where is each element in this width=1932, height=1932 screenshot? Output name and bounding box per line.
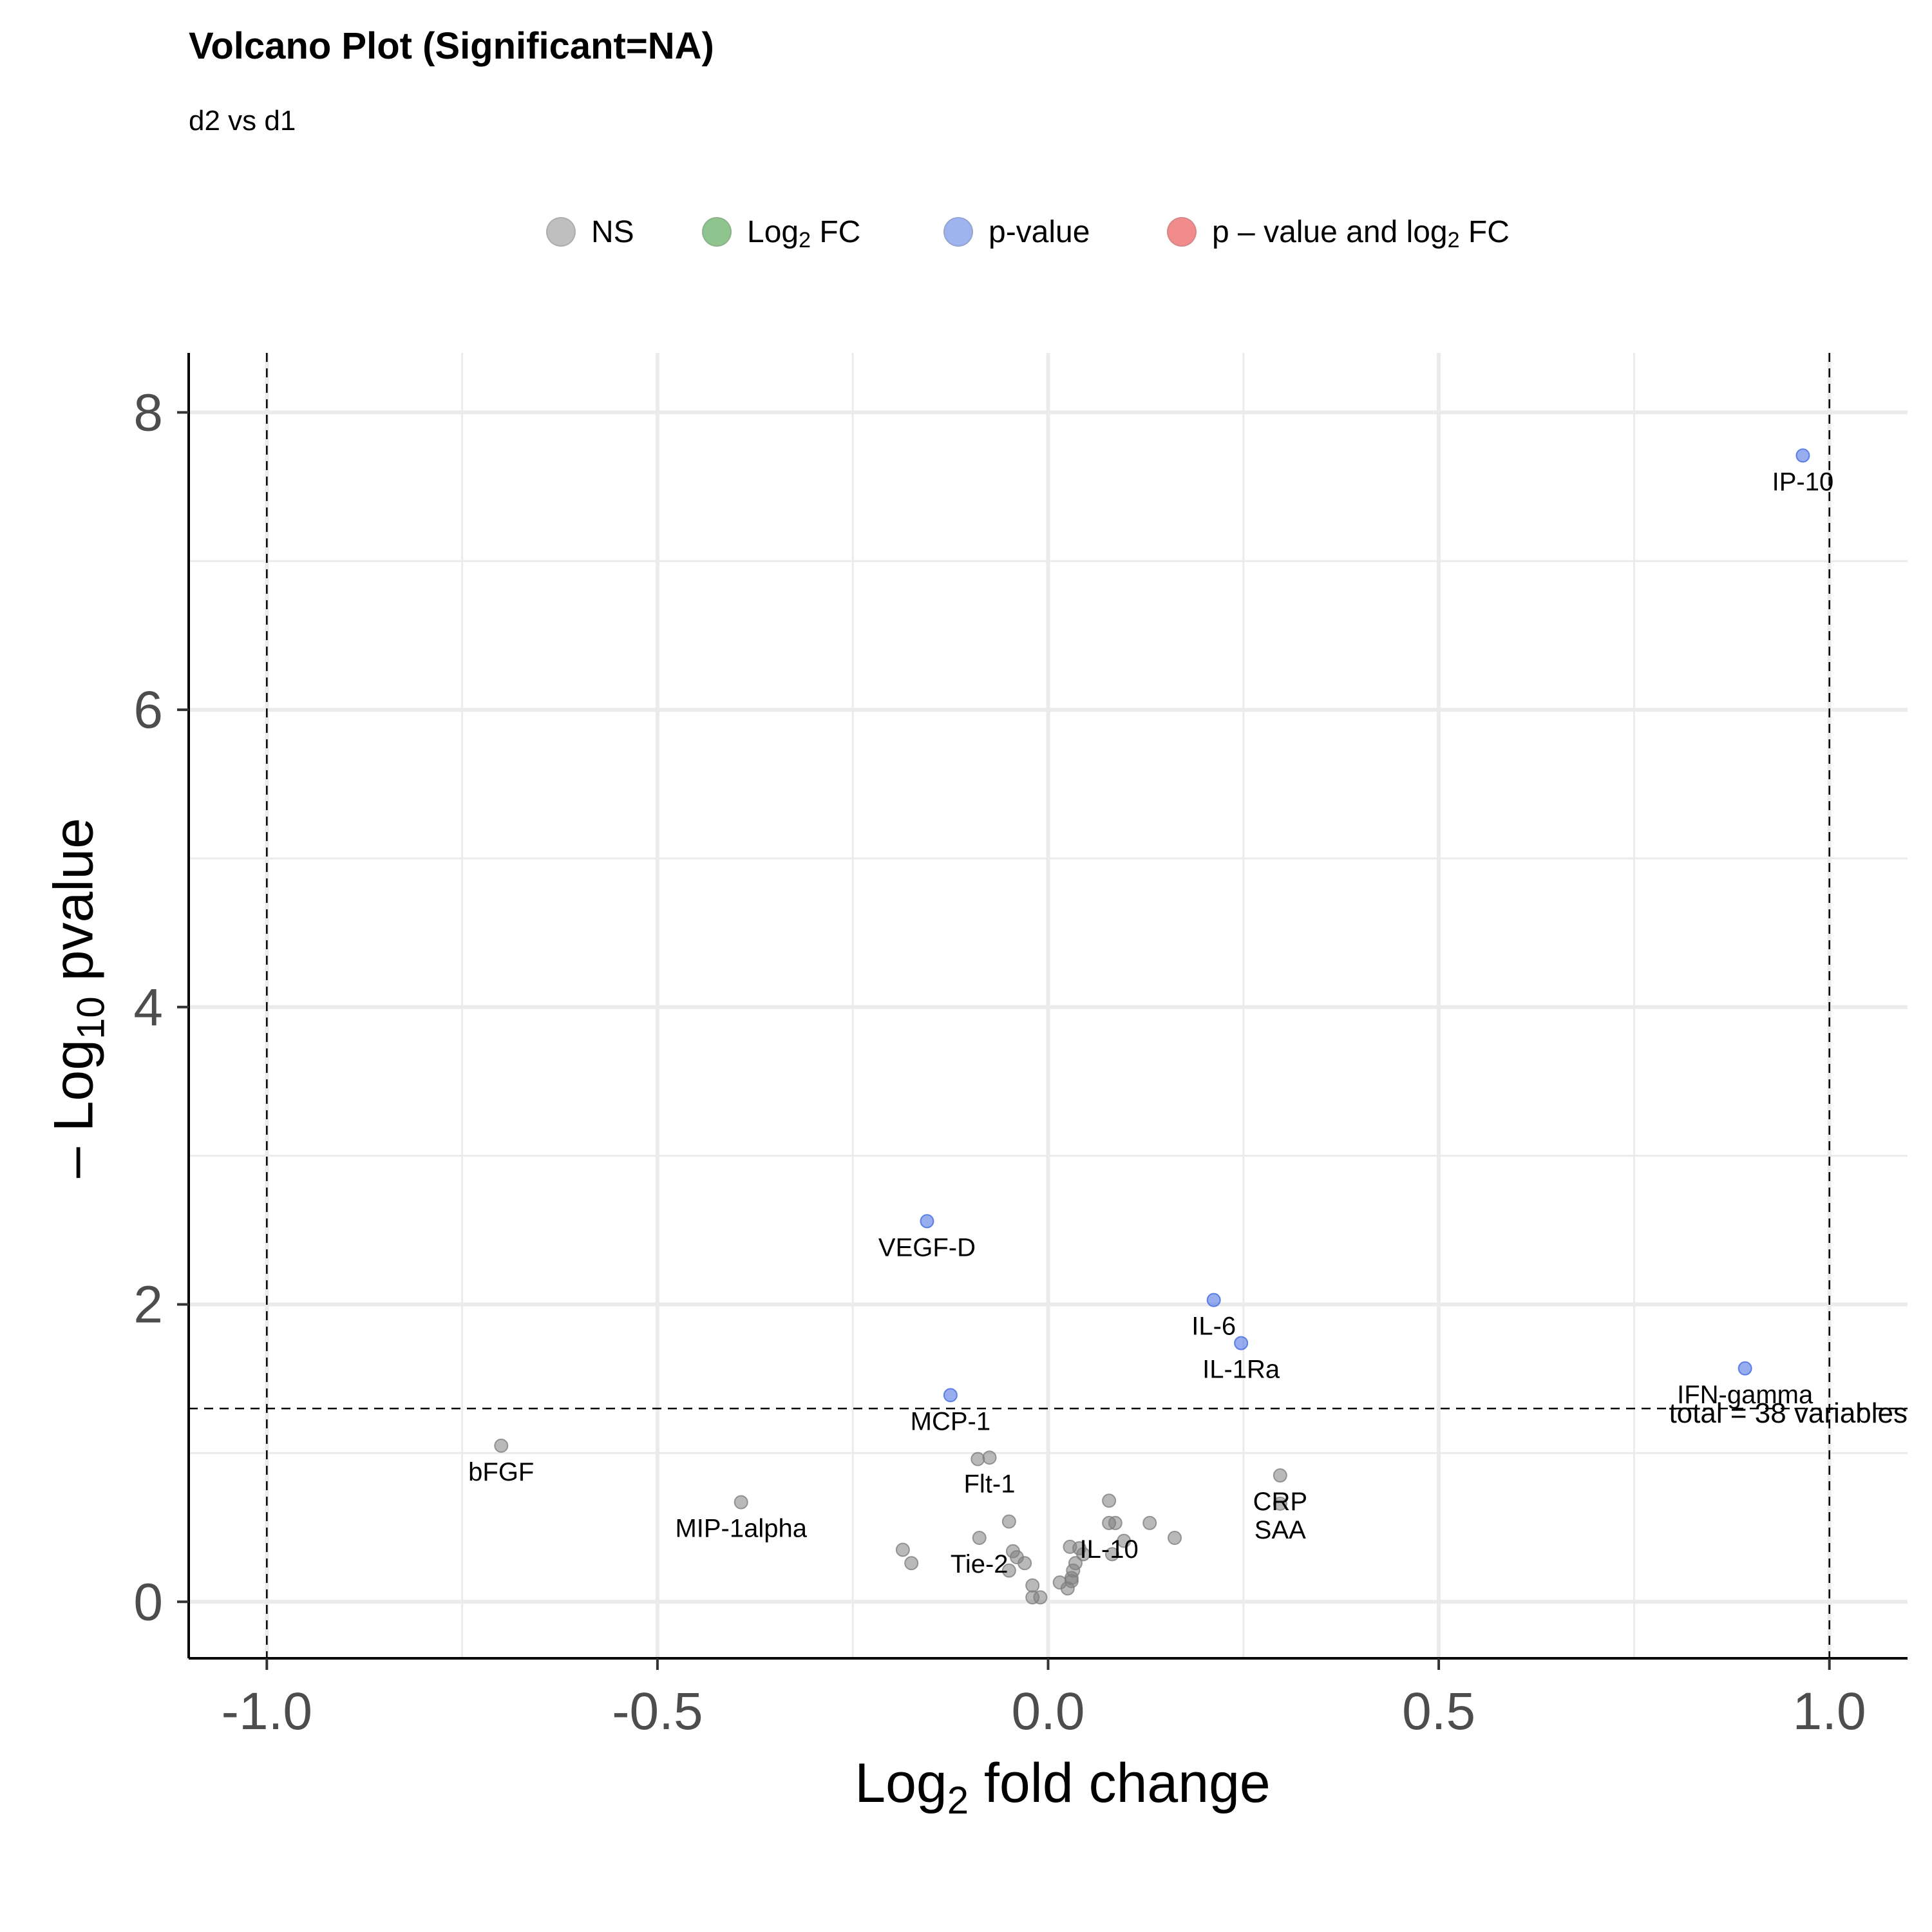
y-tick-label: 4 xyxy=(133,978,163,1037)
data-point xyxy=(904,1556,919,1571)
data-point xyxy=(1076,1547,1091,1562)
x-axis-ticks: -1.0 -0.5 0.0 0.5 1.0 xyxy=(222,1658,1866,1741)
data-point xyxy=(1025,1578,1040,1593)
point-labels: IP-10 IFN-gamma VEGF-D IL-6 IL-1Ra MCP-1 bFGF M… xyxy=(468,468,1833,1578)
point-label: IL-10 xyxy=(1080,1535,1139,1564)
data-point xyxy=(1033,1590,1048,1605)
y-tick-label: 2 xyxy=(133,1276,163,1334)
x-axis-label: Log2 fold change xyxy=(855,1752,1271,1822)
chart-title: Volcano Plot (Significant=NA) xyxy=(189,25,714,67)
cutoff-lines xyxy=(189,353,1908,1658)
data-point xyxy=(1001,1514,1016,1529)
data-point xyxy=(895,1542,910,1557)
data-point xyxy=(734,1495,748,1510)
point-label: IL-6 xyxy=(1191,1312,1236,1341)
point-label: Flt-1 xyxy=(964,1470,1016,1498)
data-point xyxy=(1102,1493,1117,1508)
data-point xyxy=(1142,1515,1157,1530)
point-label: IL-1Ra xyxy=(1202,1356,1280,1384)
chart-subtitle: d2 vs d1 xyxy=(189,105,296,137)
x-tick-label: 0.5 xyxy=(1402,1682,1475,1741)
data-point xyxy=(1060,1581,1075,1596)
legend-label-pvalue-and-log2fc: p – value and log2 FC xyxy=(1212,214,1510,252)
y-tick-label: 8 xyxy=(133,383,163,442)
legend-item-pvalue[interactable]: p-value xyxy=(943,206,1090,258)
x-tick-label: -0.5 xyxy=(612,1682,703,1741)
legend-item-ns[interactable]: NS xyxy=(546,206,634,258)
data-point xyxy=(982,1450,997,1465)
data-point xyxy=(1018,1556,1032,1571)
y-tick-label: 6 xyxy=(133,681,163,739)
data-point xyxy=(1234,1336,1249,1350)
y-tick-label: 0 xyxy=(133,1573,163,1631)
data-point xyxy=(494,1438,509,1453)
legend-label-ns: NS xyxy=(591,214,634,249)
point-label: bFGF xyxy=(468,1458,534,1486)
data-point xyxy=(1273,1468,1287,1483)
data-point xyxy=(1117,1533,1132,1548)
legend-item-log2fc[interactable]: Log2 FC xyxy=(702,206,860,258)
grid-major xyxy=(189,353,1908,1658)
y-axis-ticks: 0 2 4 6 8 xyxy=(133,383,189,1631)
data-point xyxy=(943,1388,958,1403)
data-point xyxy=(1738,1361,1752,1376)
legend-key-pvalue xyxy=(943,217,973,247)
data-point xyxy=(1795,448,1810,463)
point-label: MCP-1 xyxy=(911,1407,990,1435)
data-point xyxy=(1273,1496,1287,1511)
point-label: CRP xyxy=(1253,1488,1307,1516)
x-tick-label: -1.0 xyxy=(222,1682,312,1741)
x-tick-label: 0.0 xyxy=(1012,1682,1085,1741)
x-tick-label: 1.0 xyxy=(1793,1682,1866,1741)
y-axis-label: – Log10 pvalue xyxy=(43,817,113,1179)
legend-key-pvalue-and-log2fc xyxy=(1167,217,1197,247)
legend: NS Log2 FC p-value p – value and log2 FC xyxy=(0,206,1932,258)
data-point xyxy=(971,1452,985,1466)
data-point xyxy=(972,1530,987,1545)
data-point xyxy=(1108,1515,1122,1530)
legend-key-ns xyxy=(546,217,576,247)
data-points xyxy=(494,448,1810,1605)
point-label: IP-10 xyxy=(1772,468,1834,496)
point-label: Tie-2 xyxy=(951,1550,1009,1578)
caption: total = 38 variables xyxy=(1669,1397,1908,1429)
legend-key-log2fc xyxy=(702,217,732,247)
data-point xyxy=(1168,1530,1182,1545)
point-label: VEGF-D xyxy=(878,1233,976,1262)
legend-item-pvalue-and-log2fc[interactable]: p – value and log2 FC xyxy=(1167,206,1510,258)
legend-label-log2fc: Log2 FC xyxy=(747,214,861,252)
legend-label-pvalue: p-value xyxy=(989,214,1090,249)
data-point xyxy=(920,1214,934,1229)
data-point xyxy=(1001,1563,1016,1578)
data-point xyxy=(1104,1547,1119,1562)
point-label: SAA xyxy=(1255,1516,1306,1544)
point-label: IFN-gamma xyxy=(1677,1381,1814,1409)
point-label: MIP-1alpha xyxy=(675,1515,807,1543)
data-point xyxy=(1206,1293,1221,1307)
